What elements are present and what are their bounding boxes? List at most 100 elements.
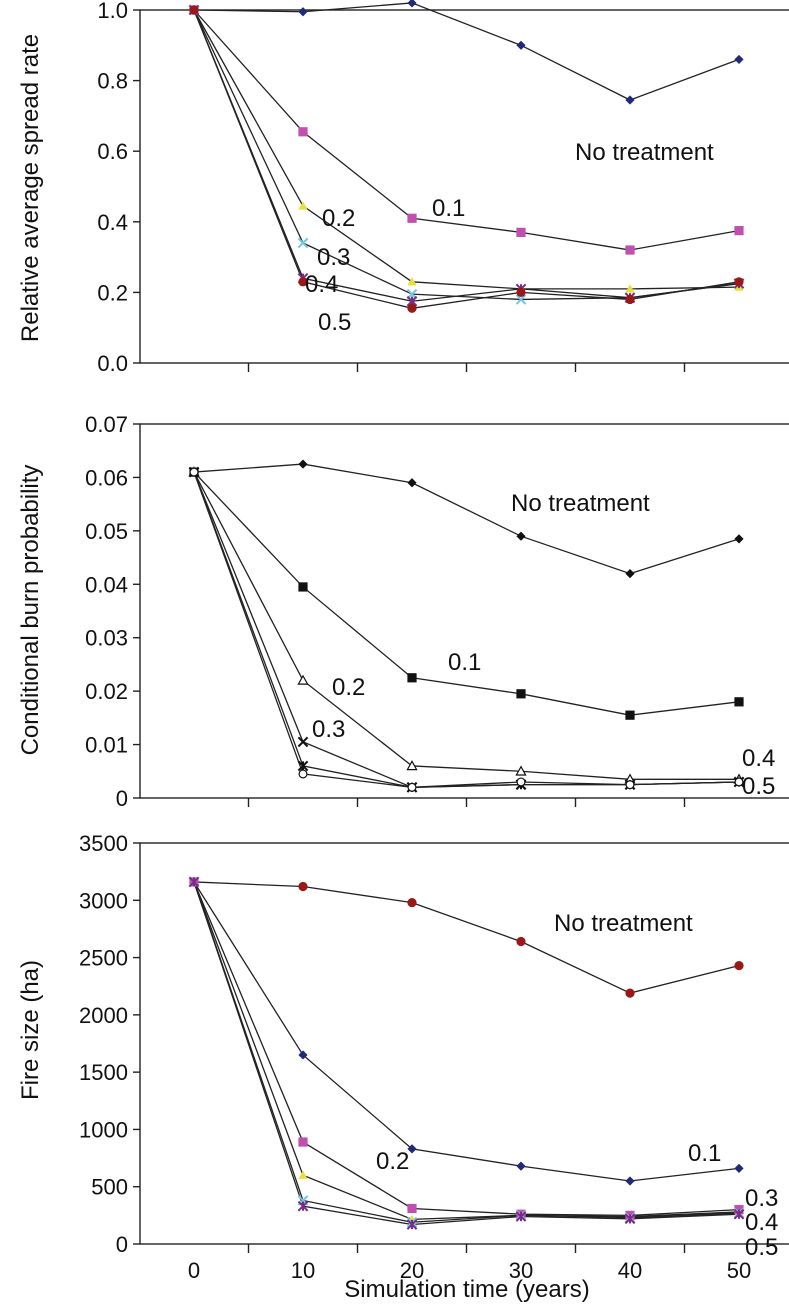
data-point — [407, 1144, 417, 1154]
data-point — [298, 1050, 308, 1060]
series-line — [193, 881, 740, 994]
x-tick-label: 40 — [618, 1258, 642, 1283]
series-line — [193, 463, 740, 575]
data-point — [516, 40, 526, 50]
data-point — [734, 777, 744, 787]
annotation-0-5: 0.5 — [742, 773, 775, 800]
data-point — [297, 1200, 309, 1212]
y-axis-title-spread-rate: Relative average spread rate — [17, 34, 44, 342]
data-point — [516, 689, 526, 699]
data-point — [734, 226, 744, 236]
data-point — [297, 736, 309, 748]
x-tick-label: 20 — [400, 1258, 424, 1283]
data-point — [516, 531, 526, 541]
annotation-0-2: 0.2 — [332, 674, 365, 701]
data-point — [733, 1208, 745, 1220]
annotation-0-4: 0.4 — [742, 745, 775, 772]
data-point — [624, 1213, 636, 1225]
data-point — [407, 277, 417, 286]
annotation-0-1: 0.1 — [688, 1140, 721, 1167]
data-point — [407, 1203, 417, 1214]
data-point — [406, 760, 418, 771]
data-point — [515, 294, 527, 305]
data-point — [407, 897, 417, 908]
y-axis-title-burn-probability: Conditional burn probability — [17, 465, 44, 756]
y-tick-label: 1000 — [79, 1117, 128, 1142]
data-point — [407, 673, 417, 683]
y-tick-label: 0.05 — [85, 519, 128, 544]
annotation-no-treatment: No treatment — [511, 490, 650, 517]
annotation-0-3: 0.3 — [312, 716, 345, 743]
data-point — [298, 7, 308, 17]
y-tick-label: 0.01 — [85, 733, 128, 758]
y-tick-label: 0.02 — [85, 679, 128, 704]
data-point — [407, 782, 417, 792]
annotation-0-2: 0.2 — [322, 205, 355, 232]
series-line — [193, 881, 740, 1221]
data-point — [515, 1211, 527, 1222]
y-tick-label: 1500 — [79, 1060, 128, 1085]
annotation-0-4: 0.4 — [745, 1209, 778, 1236]
x-tick-label: 50 — [727, 1258, 751, 1283]
data-point — [515, 765, 527, 776]
data-point — [407, 0, 417, 8]
annotation-0-2: 0.2 — [376, 1148, 409, 1175]
y-axis-title-fire-size: Fire size (ha) — [17, 960, 44, 1100]
plot-frame — [139, 9, 789, 364]
data-point — [734, 1163, 744, 1173]
data-point — [625, 569, 635, 579]
annotation-0-3: 0.3 — [745, 1185, 778, 1212]
series-line — [193, 881, 740, 1217]
data-point — [298, 201, 308, 210]
data-point — [188, 876, 200, 888]
y-tick-label: 500 — [91, 1175, 128, 1200]
series-line — [193, 2, 740, 101]
annotation-0-1: 0.1 — [432, 195, 465, 222]
data-point — [734, 960, 744, 971]
data-point — [407, 213, 417, 223]
data-point — [189, 5, 199, 15]
data-point — [516, 227, 526, 237]
data-point — [625, 988, 635, 998]
x-tick-label: 10 — [291, 1258, 315, 1283]
data-point — [298, 277, 308, 287]
y-tick-label: 0.03 — [85, 626, 128, 651]
data-point — [734, 534, 744, 544]
series-line — [193, 471, 739, 780]
y-tick-label: 0.8 — [97, 69, 128, 94]
data-point — [298, 127, 308, 137]
data-point — [407, 303, 417, 313]
data-point — [298, 1170, 308, 1179]
data-point — [298, 881, 308, 892]
data-point — [297, 674, 309, 685]
series-line — [193, 881, 740, 1223]
data-point — [734, 54, 744, 65]
annotation-0-5: 0.5 — [745, 1234, 778, 1261]
series-line — [193, 9, 740, 309]
y-tick-label: 2500 — [79, 946, 128, 971]
x-tick-label: 30 — [509, 1258, 533, 1283]
y-tick-label: 0.4 — [97, 210, 128, 235]
data-point — [625, 95, 635, 105]
data-point — [625, 1176, 635, 1186]
data-point — [516, 777, 526, 787]
burn-probability-panel: 0 0.01 0.02 0.03 0.04 0.05 0.06 0.07 — [85, 412, 789, 811]
data-point — [734, 277, 744, 287]
plot-frame — [139, 842, 789, 1245]
series-line — [193, 471, 740, 788]
plot-frame — [139, 423, 789, 799]
annotation-0-1: 0.1 — [448, 649, 481, 676]
y-tick-label: 3500 — [79, 831, 128, 856]
series-line — [193, 9, 740, 302]
x-tick-label: 0 — [188, 1258, 200, 1283]
data-point — [625, 710, 635, 720]
data-point — [298, 582, 308, 592]
data-point — [516, 1161, 526, 1171]
fire-size-panel: 0 500 1000 1500 2000 2500 3000 3500 0 10 20 30 40 50 — [79, 831, 789, 1283]
data-point — [298, 769, 308, 779]
data-point — [625, 284, 635, 293]
data-point — [189, 467, 199, 477]
data-point — [625, 245, 635, 255]
data-point — [298, 1137, 308, 1147]
